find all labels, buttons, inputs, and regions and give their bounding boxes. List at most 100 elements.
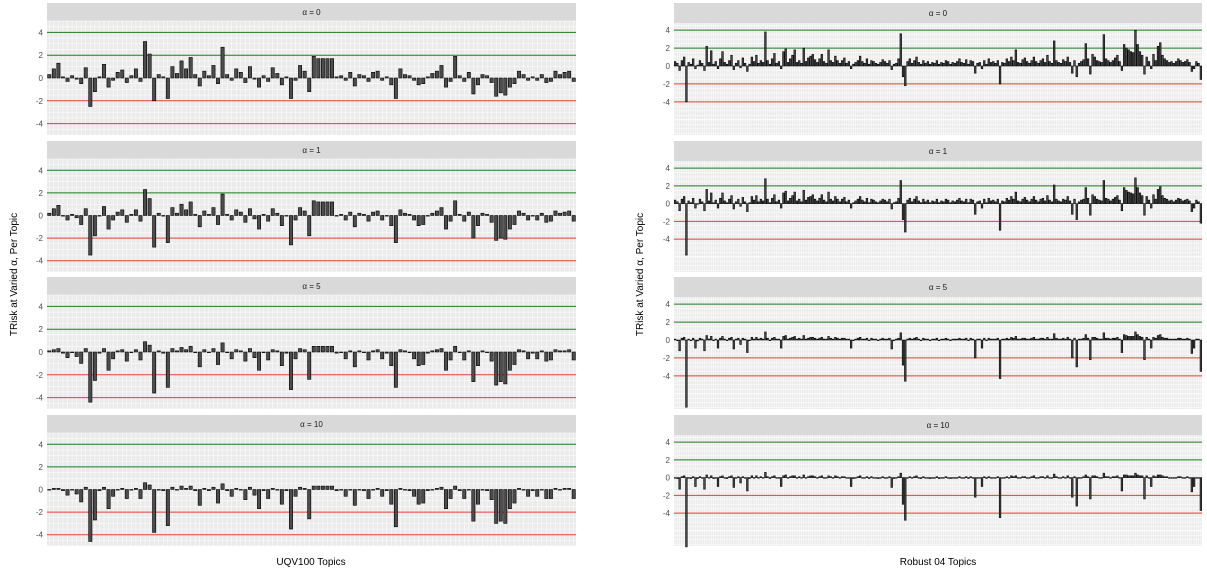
bar [883, 338, 887, 341]
bar [1057, 477, 1060, 479]
bar [1068, 477, 1072, 479]
bar [813, 337, 817, 341]
bar [1107, 60, 1110, 67]
bar [883, 477, 887, 479]
bar [721, 51, 724, 67]
bar [179, 203, 184, 216]
bar [266, 351, 271, 361]
bar [197, 351, 202, 368]
bar [678, 477, 681, 490]
bar [725, 202, 729, 204]
bar [928, 63, 932, 67]
bar [908, 337, 911, 341]
bar [904, 339, 907, 382]
bar [571, 77, 576, 82]
bar [791, 54, 794, 67]
bar [746, 339, 749, 353]
bar [759, 337, 762, 341]
bar [762, 200, 765, 204]
bar [698, 60, 702, 67]
bar [498, 489, 503, 522]
bar [716, 339, 720, 349]
bar [1123, 187, 1126, 204]
bar [809, 55, 812, 67]
bar [1154, 198, 1157, 204]
bar [330, 345, 334, 353]
bar [773, 475, 776, 478]
bar [683, 337, 686, 341]
bar [888, 476, 891, 478]
bar [434, 349, 439, 353]
bar [1163, 58, 1166, 67]
facet-strip [674, 3, 1202, 23]
bar [1046, 475, 1049, 478]
bar [61, 215, 65, 217]
bar [719, 476, 722, 478]
bar [962, 477, 966, 479]
bar [798, 476, 801, 478]
bar [462, 77, 467, 82]
bar [931, 338, 934, 341]
bar [266, 77, 271, 82]
bar [782, 51, 785, 67]
y-tick-label: 0 [39, 74, 44, 83]
bar [725, 339, 729, 341]
bar [1095, 476, 1099, 478]
y-tick-label: -2 [663, 80, 671, 89]
bar [430, 212, 435, 216]
bar [197, 77, 202, 87]
bar [56, 62, 61, 79]
bar [689, 202, 693, 204]
bar [193, 214, 198, 216]
bar [1080, 61, 1083, 67]
bar [298, 348, 303, 353]
bar [1161, 475, 1164, 478]
bar [375, 210, 380, 216]
bar [901, 203, 905, 220]
bar [1197, 477, 1200, 479]
bar [707, 200, 711, 204]
bar [1030, 60, 1033, 67]
bar [985, 202, 988, 204]
bar [845, 338, 848, 341]
bar [877, 339, 880, 341]
facet-strip [47, 141, 576, 159]
bar [1093, 196, 1096, 204]
bar [910, 338, 914, 341]
bar [229, 215, 234, 221]
bar [339, 351, 344, 353]
bar [1080, 199, 1083, 204]
bar [106, 77, 111, 88]
bar [951, 338, 954, 341]
bar [421, 215, 426, 225]
bar [193, 489, 198, 491]
bar [325, 201, 330, 216]
facet-strip [47, 415, 576, 433]
bar [430, 350, 435, 353]
bar [897, 476, 900, 478]
bar [1102, 34, 1105, 67]
bar [206, 75, 211, 79]
bar [1005, 476, 1008, 478]
bar [1186, 59, 1189, 67]
bar [83, 348, 88, 353]
bar [1168, 338, 1171, 341]
bar [1143, 339, 1146, 361]
bar [768, 339, 772, 341]
bar [861, 61, 864, 67]
bar [741, 476, 744, 478]
bar [777, 477, 781, 479]
bar [926, 338, 929, 341]
bar [352, 215, 357, 228]
bar [852, 202, 855, 204]
bar [730, 54, 733, 67]
bar [558, 212, 562, 216]
bar [129, 351, 134, 353]
bar [913, 60, 916, 67]
bar [1172, 63, 1175, 67]
bar [831, 338, 835, 341]
bar [366, 77, 371, 82]
bar [184, 68, 189, 79]
bar [439, 486, 444, 490]
bar [1064, 199, 1067, 204]
